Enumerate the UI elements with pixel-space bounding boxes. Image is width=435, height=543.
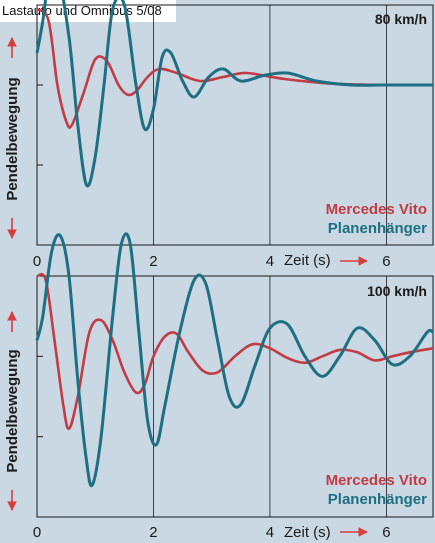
speed-title-100: 100 km/h [367, 283, 427, 299]
x-ticks-100: 0 2 4 6 [33, 524, 391, 541]
x-axis-label-100: Zeit (s) [284, 524, 331, 541]
series-line-mercedes-100 [36, 272, 434, 430]
x-ticks-80: 0 2 4 6 [33, 253, 391, 270]
panel-80: 80 km/h Pendelbewegung 0 2 4 6 Zeit (s) Mer… [4, 0, 434, 270]
legend-planen-100: Planenhänger [328, 491, 427, 508]
x-tick-label-80: 6 [382, 253, 390, 270]
y-axis-label-100: Pendelbewegung [4, 349, 21, 472]
legend-mercedes-100: Mercedes Vito [326, 472, 427, 489]
gridlines-80 [37, 5, 387, 245]
x-tick-label-100: 2 [149, 524, 157, 541]
gridlines-100 [37, 276, 387, 517]
panel-100: 100 km/h Pendelbewegung 0 2 4 6 Zeit (s) Me… [4, 232, 434, 541]
legend-planen-80: Planenhänger [328, 220, 427, 237]
legend-mercedes-80: Mercedes Vito [326, 201, 427, 218]
x-tick-label-80: 2 [149, 253, 157, 270]
x-tick-label-100: 4 [266, 524, 274, 541]
series-line-planen-80 [35, 0, 433, 188]
x-tick-label-80: 0 [33, 253, 41, 270]
x-tick-label-100: 6 [382, 524, 390, 541]
x-axis-label-80: Zeit (s) [284, 252, 331, 269]
series-line-mercedes-80 [36, 7, 434, 129]
y-axis-label-80: Pendelbewegung [4, 77, 21, 200]
plot-frame-80 [36, 4, 434, 246]
plot-frame-100 [36, 275, 434, 518]
series-lines-80 [35, 0, 434, 188]
x-tick-label-100: 0 [33, 524, 41, 541]
x-tick-label-80: 4 [266, 253, 274, 270]
series-line-planen-100 [35, 232, 434, 488]
speed-title-80: 80 km/h [375, 11, 427, 27]
series-lines-100 [35, 232, 434, 488]
